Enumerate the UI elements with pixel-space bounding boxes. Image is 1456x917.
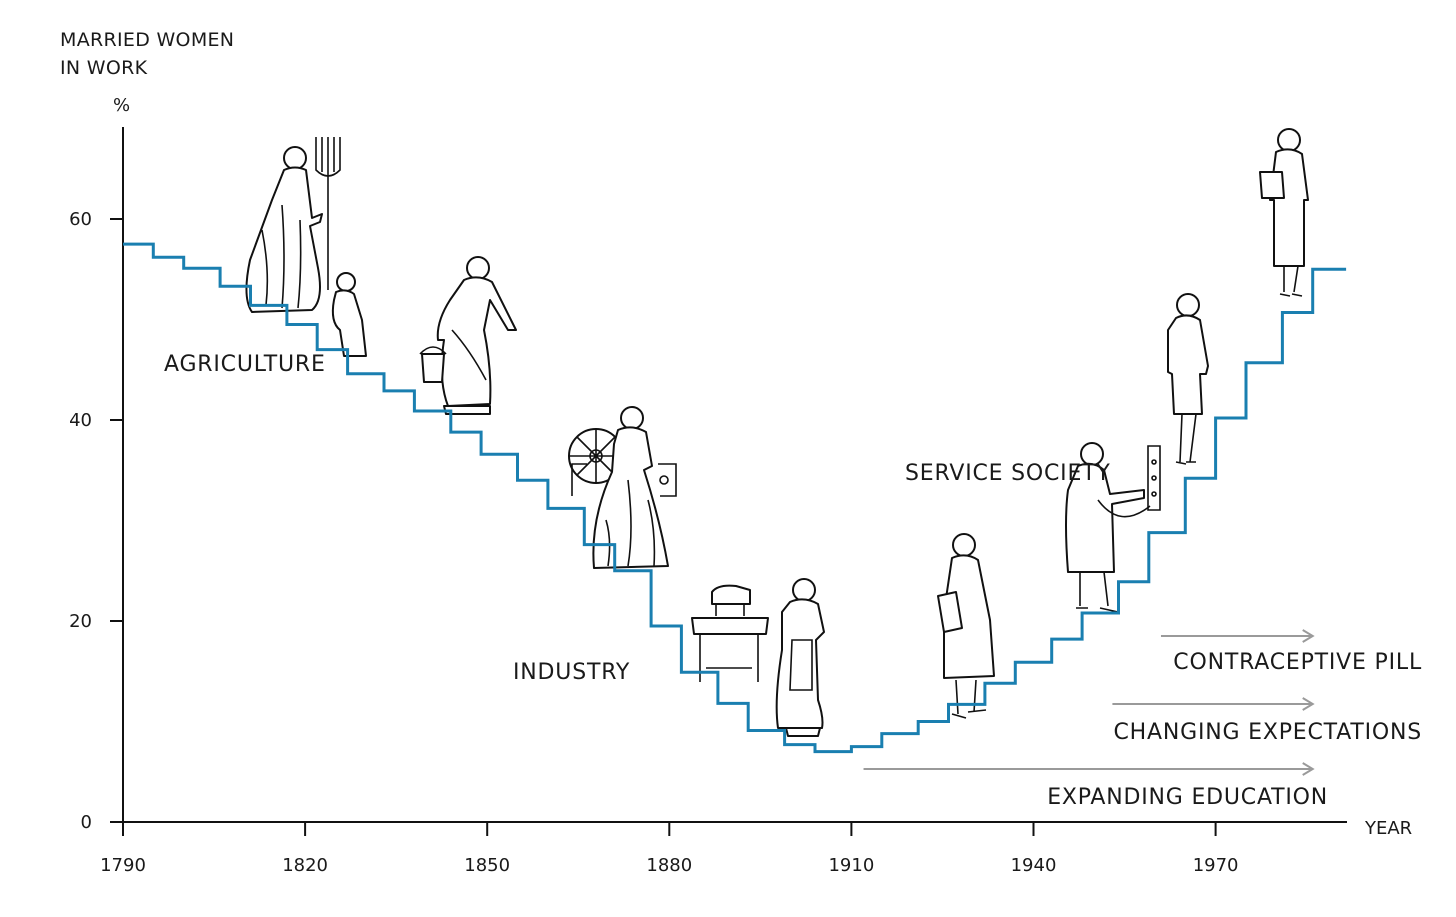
axis-ticks: 0 20 40 60 1790 1820 1850 1880 1910 1940 1970 [69,209,1238,876]
woman-with-handbag-icon [1259,128,1309,297]
arrow-head-icon [1302,762,1315,776]
illustrations [245,128,1309,737]
era-label-industry: INDUSTRY [513,660,630,685]
x-tick-label: 1970 [1193,855,1239,876]
era-label-agriculture: AGRICULTURE [164,352,326,377]
woman-in-apron-icon [775,578,825,737]
x-tick-label: 1880 [646,855,692,876]
driver-label: CONTRACEPTIVE PILL [1173,650,1422,675]
x-tick-label: 1850 [464,855,510,876]
driver-label: CHANGING EXPECTATIONS [1114,720,1422,745]
woman-with-folder-icon [937,533,995,719]
y-tick-label: 0 [81,812,92,833]
driver-label: EXPANDING EDUCATION [1047,785,1328,810]
arrow-head-icon [1302,629,1315,643]
step-line-series [123,242,1347,754]
x-axis-title: YEAR [1364,818,1412,839]
y-axis-unit: % [113,95,130,116]
x-tick-label: 1940 [1011,855,1057,876]
arrow-head-icon [1302,697,1315,711]
switchboard-operator-icon [1065,442,1161,613]
y-axis-title-line1: MARRIED WOMEN [60,29,234,51]
x-tick-label: 1820 [282,855,328,876]
x-tick-label: 1910 [828,855,874,876]
era-label-service: SERVICE SOCIETY [905,461,1111,486]
woman-with-pitchfork-icon [245,137,367,357]
x-tick-label: 1790 [100,855,146,876]
y-tick-label: 60 [69,209,92,230]
y-tick-label: 40 [69,410,92,431]
milkmaid-with-pail-icon [419,256,517,415]
series-layer [123,242,1347,754]
y-tick-label: 20 [69,611,92,632]
y-axis-title-line2: IN WORK [60,57,148,79]
woman-in-suit-icon [1167,293,1209,465]
driver-arrows: CONTRACEPTIVE PILL CHANGING EXPECTATIONS E… [863,629,1422,810]
sewing-machine-icon [691,584,769,682]
spinning-wheel-woman-icon [568,406,677,569]
